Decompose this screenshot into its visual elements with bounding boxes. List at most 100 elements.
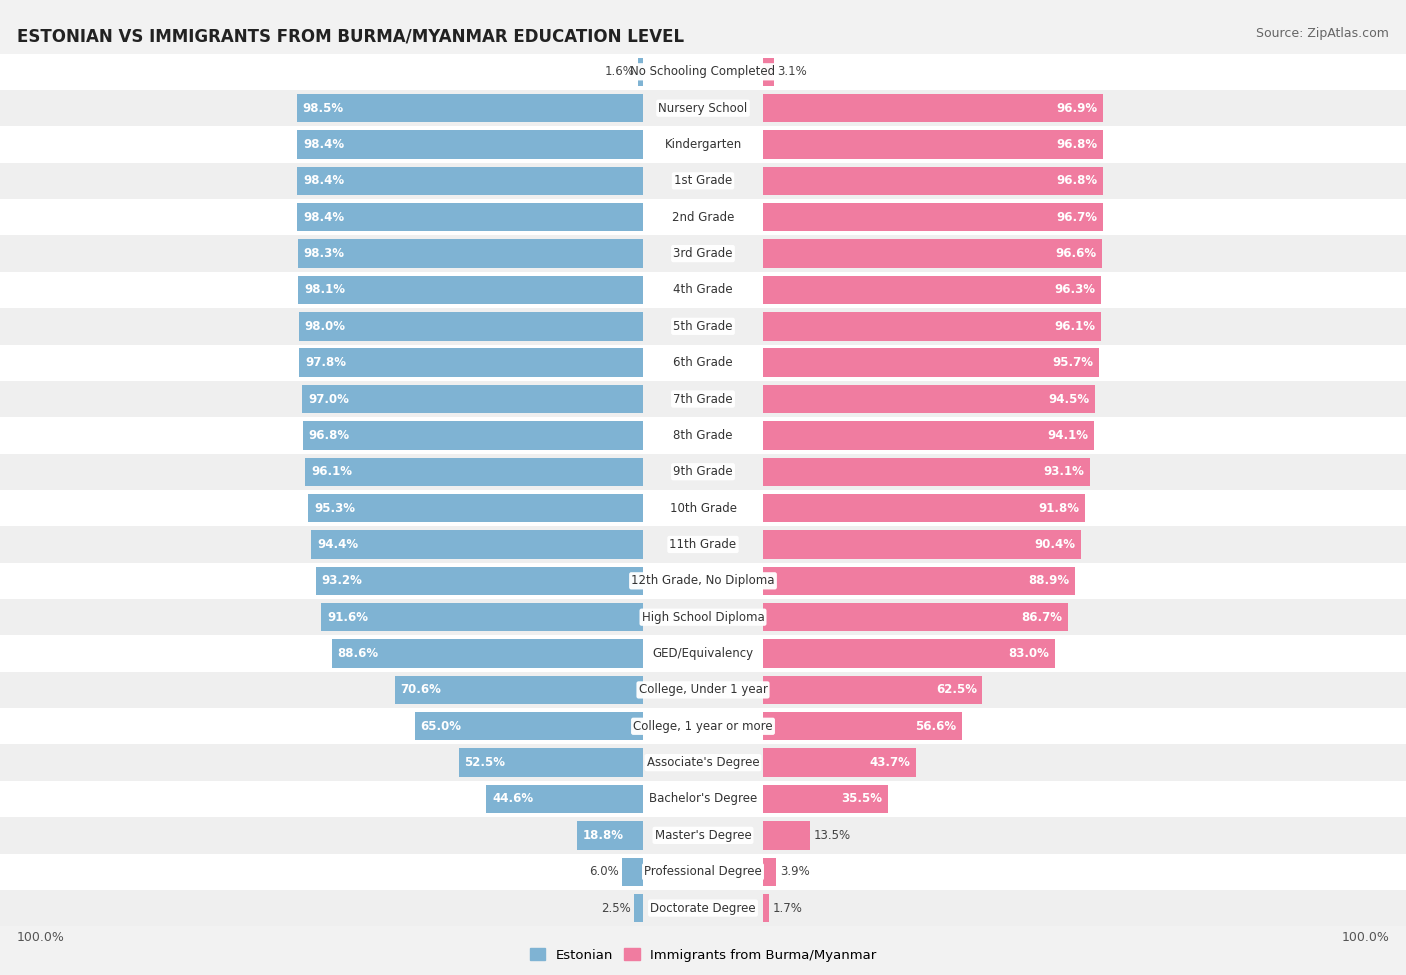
Text: 94.4%: 94.4%	[316, 538, 359, 551]
Text: 96.9%: 96.9%	[1057, 101, 1098, 115]
Bar	[0, 708, 1406, 745]
Bar	[298, 276, 644, 304]
Text: 12th Grade, No Diploma: 12th Grade, No Diploma	[631, 574, 775, 587]
Text: 35.5%: 35.5%	[841, 793, 882, 805]
Text: 11th Grade: 11th Grade	[669, 538, 737, 551]
Text: 56.6%: 56.6%	[915, 720, 956, 733]
Bar	[0, 344, 1406, 381]
Bar	[0, 54, 1406, 90]
Text: Doctorate Degree: Doctorate Degree	[650, 902, 756, 915]
Text: 52.5%: 52.5%	[464, 757, 505, 769]
Bar	[762, 749, 917, 777]
Text: 100.0%: 100.0%	[17, 931, 65, 945]
Text: 44.6%: 44.6%	[492, 793, 533, 805]
Bar	[0, 890, 1406, 926]
Bar	[634, 894, 644, 922]
Bar	[0, 453, 1406, 489]
Bar	[298, 240, 644, 268]
Bar	[762, 494, 1085, 523]
Text: 86.7%: 86.7%	[1021, 610, 1062, 624]
Text: 96.8%: 96.8%	[1056, 138, 1098, 151]
Text: 98.3%: 98.3%	[304, 247, 344, 260]
Text: 95.7%: 95.7%	[1053, 356, 1094, 370]
Bar	[321, 603, 644, 632]
Text: 8th Grade: 8th Grade	[673, 429, 733, 442]
Bar	[0, 199, 1406, 235]
Text: Kindergarten: Kindergarten	[665, 138, 741, 151]
Text: 7th Grade: 7th Grade	[673, 393, 733, 406]
Text: 98.5%: 98.5%	[302, 101, 343, 115]
Text: 4th Grade: 4th Grade	[673, 284, 733, 296]
Text: 88.9%: 88.9%	[1029, 574, 1070, 587]
Bar	[299, 348, 644, 377]
Bar	[302, 385, 643, 413]
Bar	[0, 489, 1406, 526]
Bar	[638, 58, 644, 86]
Text: 18.8%: 18.8%	[583, 829, 624, 841]
Bar	[304, 421, 644, 449]
Bar	[578, 821, 644, 849]
Text: 10th Grade: 10th Grade	[669, 501, 737, 515]
Bar	[305, 457, 644, 486]
Text: 98.1%: 98.1%	[304, 284, 344, 296]
Text: 98.0%: 98.0%	[304, 320, 346, 332]
Text: Professional Degree: Professional Degree	[644, 865, 762, 878]
Text: College, Under 1 year: College, Under 1 year	[638, 683, 768, 696]
Bar	[762, 712, 962, 740]
Text: 91.6%: 91.6%	[326, 610, 368, 624]
Bar	[762, 566, 1076, 595]
Bar	[762, 640, 1054, 668]
Text: 96.1%: 96.1%	[1054, 320, 1095, 332]
Bar	[762, 203, 1102, 231]
Text: 83.0%: 83.0%	[1008, 647, 1049, 660]
Text: 96.7%: 96.7%	[1056, 211, 1097, 223]
Bar	[762, 240, 1102, 268]
Text: 93.2%: 93.2%	[321, 574, 363, 587]
Bar	[332, 640, 644, 668]
Bar	[0, 672, 1406, 708]
Text: 96.6%: 96.6%	[1056, 247, 1097, 260]
Bar	[315, 566, 644, 595]
Text: 6th Grade: 6th Grade	[673, 356, 733, 370]
Text: 91.8%: 91.8%	[1039, 501, 1080, 515]
Bar	[298, 131, 644, 159]
Text: 96.8%: 96.8%	[1056, 175, 1098, 187]
Bar	[0, 272, 1406, 308]
Bar	[298, 203, 644, 231]
Text: 94.5%: 94.5%	[1049, 393, 1090, 406]
Text: 70.6%: 70.6%	[401, 683, 441, 696]
Legend: Estonian, Immigrants from Burma/Myanmar: Estonian, Immigrants from Burma/Myanmar	[530, 948, 876, 961]
Text: 5th Grade: 5th Grade	[673, 320, 733, 332]
Bar	[762, 167, 1104, 195]
Text: 3rd Grade: 3rd Grade	[673, 247, 733, 260]
Bar	[0, 526, 1406, 563]
Text: 100.0%: 100.0%	[1341, 931, 1389, 945]
Bar	[762, 312, 1101, 340]
Text: 93.1%: 93.1%	[1043, 465, 1084, 479]
Text: 96.1%: 96.1%	[311, 465, 352, 479]
Bar	[762, 457, 1090, 486]
Text: ESTONIAN VS IMMIGRANTS FROM BURMA/MYANMAR EDUCATION LEVEL: ESTONIAN VS IMMIGRANTS FROM BURMA/MYANMA…	[17, 27, 683, 45]
Bar	[297, 94, 644, 122]
Text: 1.6%: 1.6%	[605, 65, 634, 78]
Text: 94.1%: 94.1%	[1047, 429, 1088, 442]
Text: 88.6%: 88.6%	[337, 647, 378, 660]
Bar	[762, 421, 1094, 449]
Text: 2.5%: 2.5%	[602, 902, 631, 915]
Bar	[395, 676, 644, 704]
Text: 13.5%: 13.5%	[814, 829, 851, 841]
Bar	[458, 749, 644, 777]
Bar	[0, 127, 1406, 163]
Text: 97.8%: 97.8%	[305, 356, 346, 370]
Text: 1st Grade: 1st Grade	[673, 175, 733, 187]
Bar	[0, 308, 1406, 344]
Text: 43.7%: 43.7%	[870, 757, 911, 769]
Bar	[762, 894, 769, 922]
Bar	[0, 163, 1406, 199]
Bar	[762, 131, 1104, 159]
Bar	[298, 312, 644, 340]
Bar	[762, 348, 1099, 377]
Text: 97.0%: 97.0%	[308, 393, 349, 406]
Bar	[621, 858, 644, 886]
Bar	[0, 817, 1406, 853]
